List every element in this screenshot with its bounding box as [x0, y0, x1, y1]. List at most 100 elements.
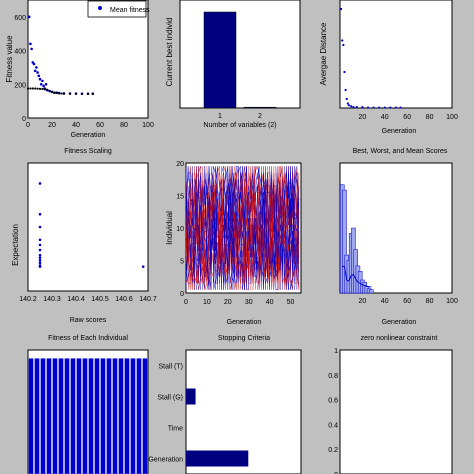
genealogy-line [240, 205, 243, 277]
individual-fitness-bar [112, 358, 118, 474]
panel-selection: 20 40 60 80 100 Generation zero nonlinear co… [339, 162, 458, 342]
genealogy-line [212, 166, 216, 173]
distance-point [383, 106, 386, 109]
genealogy-line [212, 172, 216, 212]
genealogy-line [286, 179, 289, 251]
genealogy-line [223, 231, 226, 290]
genealogy-line [290, 166, 293, 277]
genealogy-line [294, 205, 298, 271]
p3-xtick-label: 40 [381, 114, 389, 121]
p5-ytick-label: 10 [176, 226, 184, 233]
p4-xtick-label: 140.2 [19, 296, 37, 303]
genealogy-line [277, 166, 281, 290]
expectation-point [38, 261, 42, 265]
genealogy-line [294, 185, 298, 225]
genealogy-line [212, 192, 216, 284]
best-fitness-point [43, 88, 46, 91]
p6-xtick-label: 40 [381, 298, 389, 305]
p6-xtick-label: 20 [359, 298, 367, 305]
genealogy-line [223, 179, 226, 284]
individual-fitness-bar [28, 358, 34, 474]
genealogy-line [248, 237, 252, 284]
panel-average-distance: 20 40 60 80 100 Avergae Distance Generation … [319, 0, 458, 155]
individual-fitness-bar [124, 358, 130, 474]
genealogy-line [254, 166, 258, 186]
genealogy-line [238, 224, 241, 277]
genealogy-line [202, 166, 206, 277]
individual-fitness-bar [82, 358, 88, 474]
genealogy-line [240, 172, 243, 219]
mean-fitness-point [38, 77, 42, 81]
p5-title-below: Stopping Criteria [218, 335, 270, 342]
p1-xtick-label: 20 [48, 122, 56, 129]
genealogy-line [292, 166, 295, 232]
genealogy-line [185, 276, 189, 284]
genealogy-line [292, 263, 295, 284]
distance-point [340, 7, 343, 11]
genealogy-line [288, 172, 291, 271]
genealogy-line [265, 244, 268, 284]
genealogy-line [198, 231, 201, 284]
genealogy-line [292, 179, 295, 264]
mean-fitness-point [36, 71, 39, 74]
p1-title-below: Fitness Scaling [64, 148, 112, 155]
individual-fitness-bar [70, 358, 76, 474]
genealogy-line [198, 166, 201, 251]
genealogy-line [187, 185, 191, 258]
genealogy-line [252, 185, 256, 245]
genealogy-line [198, 179, 201, 277]
genealogy-line [192, 172, 195, 238]
genealogy-line [296, 166, 300, 206]
genealogy-line [233, 211, 237, 277]
p1-ytick-labels: 0 200 400 600 [14, 15, 26, 123]
genealogy-line [233, 179, 237, 245]
best-fitness-point [80, 92, 84, 95]
individual-fitness-bar [136, 358, 142, 474]
genealogy-line [254, 179, 258, 245]
genealogy-line [294, 166, 298, 186]
genealogy-line [204, 166, 208, 264]
genealogy-line [212, 166, 216, 271]
expectation-point [38, 256, 42, 260]
panel-fitness-each [27, 349, 149, 474]
genealogy-line [294, 224, 298, 232]
genealogy-line [290, 276, 293, 290]
genealogy-line [256, 166, 260, 173]
p5-xtick-label: 30 [245, 299, 253, 306]
genealogy-line [187, 166, 191, 199]
genealogy-line [210, 224, 214, 264]
distance-point [341, 39, 344, 42]
p1-ytick-label: 400 [14, 49, 26, 56]
mean-fitness-point [29, 42, 32, 46]
genealogy-line [296, 270, 300, 290]
genealogy-line [210, 270, 214, 277]
genealogy-line [256, 166, 260, 180]
panel-stopping-criteria: Generation Time Stall (G) Stall (T) [148, 349, 302, 474]
p9-ytick-label: 0.8 [328, 373, 338, 380]
p1-xtick-label: 60 [96, 122, 104, 129]
individual-fitness-bar [94, 358, 100, 474]
expectation-point [38, 212, 42, 216]
genealogy-line [248, 192, 252, 277]
p4-xtick-label: 140.7 [139, 296, 157, 303]
genealogy-line [273, 172, 277, 290]
genealogy-line [208, 166, 212, 199]
genealogy-line [258, 166, 262, 290]
axes-3 [339, 0, 453, 109]
genealogy-line [200, 172, 203, 264]
p1-xtick-label: 40 [72, 122, 80, 129]
genealogy-line [252, 218, 256, 258]
genealogy-line [217, 166, 220, 186]
p4-xtick-label: 140.6 [115, 296, 133, 303]
genealogy-line [204, 283, 208, 290]
panel-fitness-value: Mean fitness 0 20 40 60 80 100 0 200 400 600 Fit… [5, 0, 154, 155]
legend[interactable]: Mean fitness [87, 0, 150, 18]
p5-ytick-label: 0 [180, 291, 184, 298]
panel-empty: 0 0.2 0.4 0.6 0.8 1 [328, 348, 453, 474]
expectation-point [38, 265, 42, 268]
expectation-point [38, 182, 42, 185]
bar [203, 11, 237, 109]
genealogy-line [212, 276, 216, 290]
p5-xtick-label: 50 [287, 299, 295, 306]
